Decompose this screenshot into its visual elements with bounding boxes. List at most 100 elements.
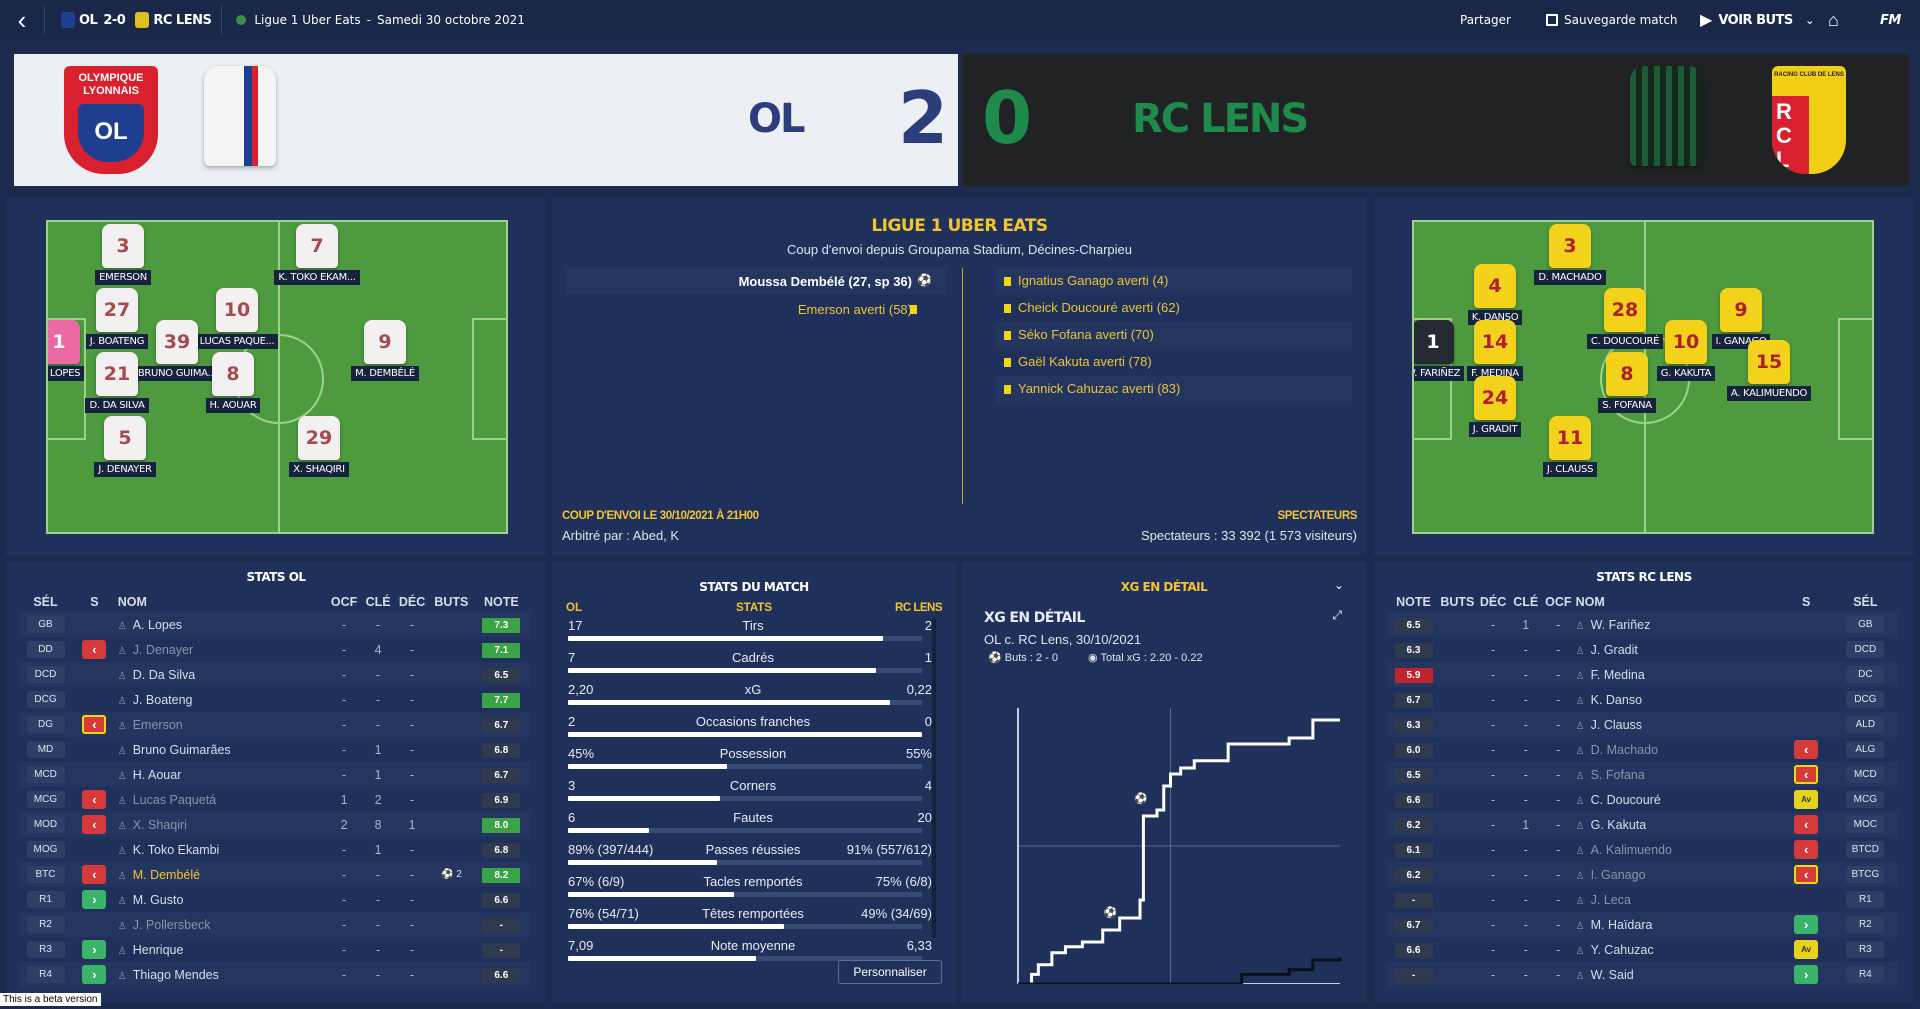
player-name[interactable]: K. Toko Ekambi: [132, 842, 220, 857]
column-header[interactable]: BUTS: [1440, 595, 1475, 609]
player-name[interactable]: Thiago Mendes: [132, 967, 219, 982]
player-name[interactable]: H. Aouar: [132, 767, 182, 782]
lineup-player[interactable]: 28 C. DOUCOURÉ: [1580, 288, 1670, 349]
share-button[interactable]: Partager: [1460, 13, 1511, 27]
watch-goals-button[interactable]: VOIR BUTS: [1718, 12, 1793, 28]
player-name[interactable]: J. Gradit: [1590, 642, 1638, 657]
lineup-player[interactable]: 29 X. SHAQIRI: [274, 416, 364, 477]
player-name[interactable]: F. Medina: [1590, 667, 1645, 682]
table-row[interactable]: MCD ♙ H. Aouar -1-6.7: [20, 762, 530, 787]
table-row[interactable]: MOG ♙ K. Toko Ekambi -1-6.8: [20, 837, 530, 862]
player-name[interactable]: J. Pollersbeck: [132, 917, 211, 932]
back-arrow-icon[interactable]: ‹: [17, 4, 27, 35]
player-name[interactable]: I. Ganago: [1590, 867, 1646, 882]
player-name[interactable]: D. Machado: [1590, 742, 1659, 757]
player-name[interactable]: J. Boateng: [132, 692, 193, 707]
player-name[interactable]: S. Fofana: [1590, 767, 1645, 782]
table-row[interactable]: 6.0- - - ♙ D. Machado ‹ ALG: [1388, 737, 1898, 762]
lineup-player[interactable]: 8 S. FOFANA: [1582, 352, 1672, 413]
column-header[interactable]: OCF: [330, 595, 358, 609]
lineup-player[interactable]: 7 K. TOKO EKAM...: [272, 224, 362, 285]
column-header[interactable]: S: [90, 595, 99, 609]
table-row[interactable]: - - - - ♙ W. Said › R4: [1388, 962, 1898, 987]
column-header[interactable]: NOTE: [1396, 595, 1431, 609]
column-header[interactable]: BUTS: [434, 595, 469, 609]
player-name[interactable]: J. Denayer: [132, 642, 194, 657]
column-header[interactable]: DÉC: [398, 595, 426, 609]
lineup-player[interactable]: 27 J. BOATENG: [72, 288, 162, 349]
lineup-player[interactable]: 10 G. KAKUTA: [1641, 320, 1731, 381]
player-name[interactable]: M. Haïdara: [1590, 917, 1653, 932]
home-pitch[interactable]: 3 EMERSON 7 K. TOKO EKAM... 27 J. BOATENG 10 LU…: [46, 220, 508, 534]
chevron-down-icon[interactable]: ⌄: [1333, 578, 1344, 592]
table-row[interactable]: BTC ‹ ♙ M. Dembélé - - - ⚽ 2 8.2: [20, 862, 530, 887]
table-row[interactable]: 6.6- - - ♙ C. Doucouré Av MCG: [1388, 787, 1898, 812]
lineup-player[interactable]: 9 M. DEMBÉLÉ: [340, 320, 430, 381]
player-name[interactable]: M. Gusto: [132, 892, 184, 907]
player-name[interactable]: Lucas Paquetá: [132, 792, 217, 807]
player-name[interactable]: J. Leca: [1590, 892, 1631, 907]
lineup-player[interactable]: 4 K. DANSO: [1450, 264, 1540, 325]
column-header[interactable]: SÉL: [33, 595, 58, 609]
column-header[interactable]: NOM: [117, 595, 147, 609]
table-row[interactable]: 6.2-1- ♙ G. Kakuta ‹ MOC: [1388, 812, 1898, 837]
column-header[interactable]: SÉL: [1853, 595, 1878, 609]
player-name[interactable]: D. Da Silva: [132, 667, 196, 682]
lineup-player[interactable]: 24 J. GRADIT: [1450, 376, 1540, 437]
table-row[interactable]: 5.9- - - ♙ F. Medina DC: [1388, 662, 1898, 687]
table-row[interactable]: 6.7- - - ♙ M. Haïdara › R2: [1388, 912, 1898, 937]
lineup-player[interactable]: 11 J. CLAUSS: [1525, 416, 1615, 477]
lineup-player[interactable]: 3 EMERSON: [78, 224, 168, 285]
player-name[interactable]: Henrique: [132, 942, 184, 957]
lineup-player[interactable]: 39 BRUNO GUIMA...: [132, 320, 222, 381]
player-name[interactable]: Bruno Guimarães: [132, 742, 231, 757]
lineup-player[interactable]: 21 D. DA SILVA: [72, 352, 162, 413]
fm-logo[interactable]: FM: [1880, 12, 1901, 28]
table-row[interactable]: DCD ♙ D. Da Silva - - -6.5: [20, 662, 530, 687]
column-header[interactable]: NOM: [1575, 595, 1605, 609]
player-name[interactable]: X. Shaqiri: [132, 817, 187, 832]
column-header[interactable]: CLÉ: [1513, 595, 1539, 609]
table-row[interactable]: - - - - ♙ J. Leca R1: [1388, 887, 1898, 912]
lineup-player[interactable]: 1 W. FARIÑEZ: [1414, 320, 1478, 381]
table-row[interactable]: R3 › ♙ Henrique - - - -: [20, 937, 530, 962]
player-name[interactable]: A. Kalimuendo: [1590, 842, 1672, 857]
table-row[interactable]: DD ‹ ♙ J. Denayer -4-7.1: [20, 637, 530, 662]
table-row[interactable]: 6.3- - - ♙ J. Clauss ALD: [1388, 712, 1898, 737]
column-header[interactable]: OCF: [1545, 595, 1572, 609]
table-row[interactable]: 6.3- - - ♙ J. Gradit DCD: [1388, 637, 1898, 662]
table-row[interactable]: 6.6- - - ♙ Y. Cahuzac Av R3: [1388, 937, 1898, 962]
table-row[interactable]: R4 › ♙ Thiago Mendes - - -6.6: [20, 962, 530, 987]
chevron-down-icon[interactable]: ⌄: [1804, 13, 1815, 27]
expand-icon[interactable]: ⤢: [1332, 608, 1342, 622]
table-row[interactable]: R1 › ♙ M. Gusto - - -6.6: [20, 887, 530, 912]
player-name[interactable]: G. Kakuta: [1590, 817, 1647, 832]
player-name[interactable]: W. Said: [1590, 967, 1634, 982]
lineup-player[interactable]: 10 LUCAS PAQUE...: [192, 288, 282, 349]
column-header[interactable]: S: [1802, 595, 1811, 609]
player-name[interactable]: Y. Cahuzac: [1590, 942, 1654, 957]
player-name[interactable]: J. Clauss: [1590, 717, 1643, 732]
player-name[interactable]: M. Dembélé: [132, 867, 201, 882]
player-name[interactable]: C. Doucouré: [1590, 792, 1661, 807]
table-row[interactable]: R2 ♙ J. Pollersbeck - - - -: [20, 912, 530, 937]
column-header[interactable]: CLÉ: [365, 595, 391, 609]
lineup-player[interactable]: 1 A. LOPES: [48, 320, 104, 381]
customize-button[interactable]: Personnaliser: [838, 960, 942, 984]
home-icon[interactable]: ⌂: [1828, 9, 1839, 30]
lineup-player[interactable]: 14 F. MEDINA: [1450, 320, 1540, 381]
player-name[interactable]: W. Fariñez: [1590, 617, 1651, 632]
player-name[interactable]: A. Lopes: [132, 617, 183, 632]
table-row[interactable]: MD ♙ Bruno Guimarães -1-6.8: [20, 737, 530, 762]
xg-header[interactable]: XG EN DÉTAIL: [1120, 580, 1208, 594]
lineup-player[interactable]: 5 J. DENAYER: [80, 416, 170, 477]
save-match-button[interactable]: Sauvegarde match: [1564, 13, 1678, 27]
player-name[interactable]: Emerson: [132, 717, 183, 732]
column-header[interactable]: DÉC: [1479, 595, 1507, 609]
table-row[interactable]: MOD ‹ ♙ X. Shaqiri 2 8 1 8.0: [20, 812, 530, 837]
away-pitch[interactable]: 3 D. MACHADO 4 K. DANSO 28 C. DOUCOURÉ 9 I. GAN…: [1412, 220, 1874, 534]
player-name[interactable]: K. Danso: [1590, 692, 1643, 707]
lineup-player[interactable]: 8 H. AOUAR: [188, 352, 278, 413]
table-row[interactable]: GB ♙ A. Lopes - - -7.3: [20, 612, 530, 637]
table-row[interactable]: DCG ♙ J. Boateng - - -7.7: [20, 687, 530, 712]
